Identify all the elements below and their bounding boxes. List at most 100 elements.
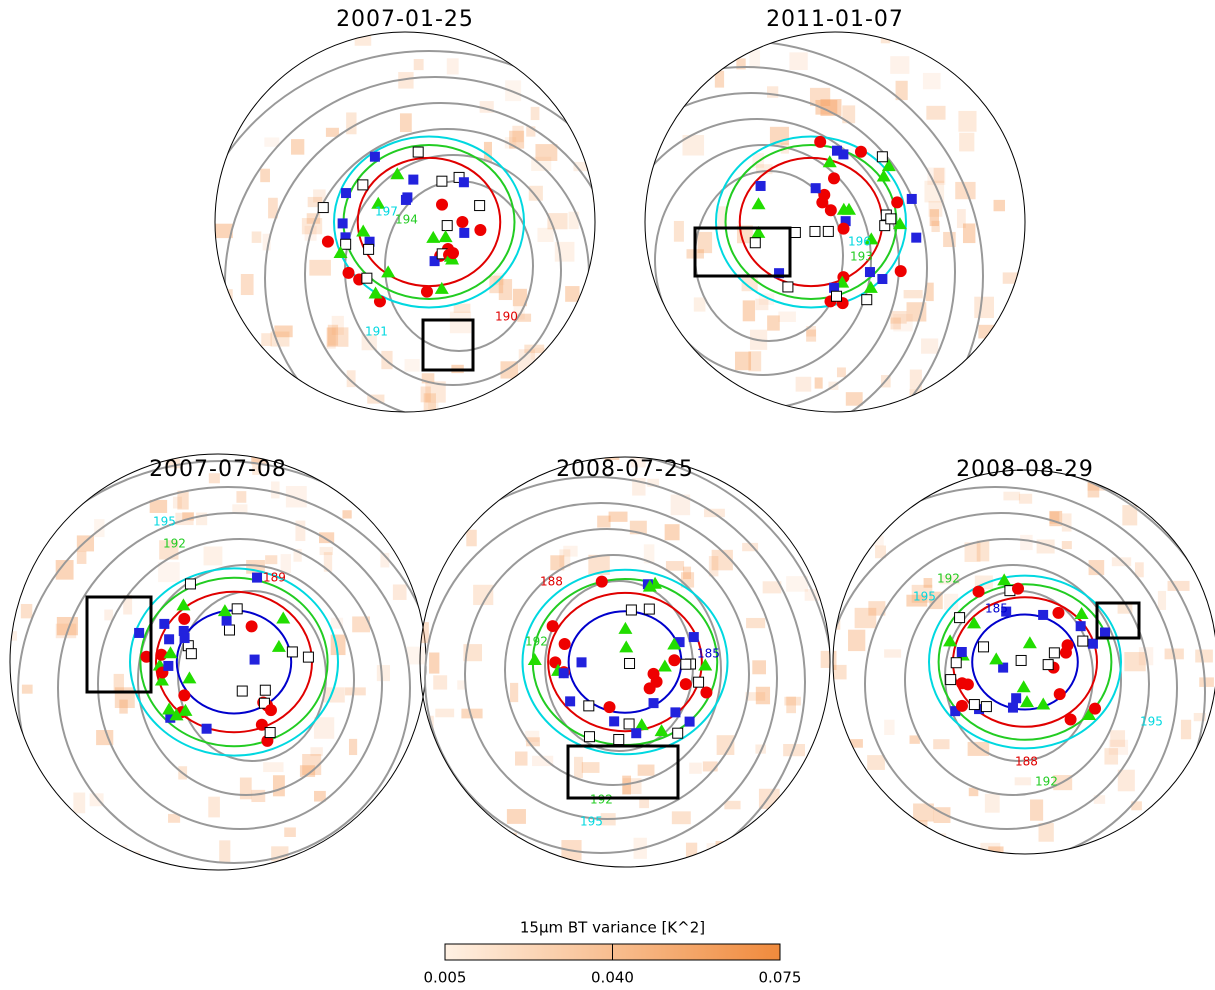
green-triangle [698,658,713,671]
blue-square [402,192,413,203]
gph-contour [864,538,1150,830]
variance-patch [637,764,655,776]
open-square [749,237,761,249]
variance-patch [1157,590,1167,610]
variance-patch [449,311,472,334]
variance-patch [260,168,270,183]
blue-square [1075,621,1086,632]
blue-square [1001,606,1012,617]
temp-contour [547,591,703,733]
variance-patch [736,58,746,70]
variance-patch [291,139,305,155]
variance-patch [786,696,797,714]
variance-patch [399,113,412,133]
blue-square [1007,702,1018,713]
variance-patch [848,629,866,652]
blue-square [1038,609,1049,620]
variance-patch [988,846,1004,854]
variance-patch [565,286,580,302]
variance-patch [748,351,762,372]
gph-contour [504,554,722,786]
variance-patch [252,455,262,475]
variance-patch [786,576,808,592]
variance-patch [708,556,719,577]
variance-patch [535,144,558,161]
green-triangle [1074,607,1089,620]
variance-patch [172,496,182,509]
open-square [879,220,891,232]
blue-square [998,662,1009,673]
green-triangle [863,280,878,293]
gph-contour [424,502,778,854]
variance-patch [509,130,525,149]
variance-patch [815,99,838,115]
green-triangle [371,196,386,209]
variance-patch [295,520,306,542]
red-circle [894,265,907,278]
variance-patch [867,755,885,770]
red-circle [643,682,656,695]
gph-contour [654,144,872,376]
green-triangle [162,702,177,715]
variance-patch [685,842,698,864]
open-square [1015,654,1027,666]
variance-patch [711,549,733,571]
variance-patch [196,512,208,526]
variance-patch [767,315,780,331]
variance-patch [841,739,863,748]
gph-contour [645,92,928,412]
green-triangle [176,598,191,611]
green-triangle [966,616,981,629]
variance-patch [517,313,532,322]
blue-square [429,256,440,267]
open-square [978,641,990,653]
open-square [185,648,197,660]
variance-patch [924,180,945,203]
variance-patch [581,762,600,773]
variance-patch [429,652,440,674]
open-square [693,676,705,688]
variance-patch [56,616,78,636]
variance-patch [265,555,278,565]
variance-patch [639,799,650,809]
variance-patch [313,189,326,203]
variance-patch [742,542,759,552]
variance-patch [280,554,292,574]
red-circle [854,145,867,158]
green-triangle [989,652,1004,665]
blue-square [340,232,351,243]
red-circle [456,216,469,229]
green-triangle [1019,695,1034,708]
blue-square [565,696,576,707]
blue-square [1011,693,1022,704]
contour-label: 192 [1035,775,1058,789]
red-circle [546,620,559,633]
variance-patch [884,649,902,658]
variance-patch [734,351,752,371]
variance-patch [671,811,691,825]
panel-title: 2007-01-25 [336,7,474,32]
blue-square [674,637,685,648]
variance-patch [526,126,536,137]
green-triangle [426,230,441,243]
variance-patch [271,481,280,499]
map-border [419,456,831,868]
variance-patch [307,196,323,208]
variance-patch [608,511,628,522]
blue-square [829,282,840,293]
gph-contour [833,486,1206,854]
variance-patch [319,546,333,556]
variance-patch [1193,712,1206,722]
variance-patch [1030,799,1044,821]
variance-patch [208,473,220,484]
open-square [809,225,821,237]
variance-patch [647,478,660,487]
contour-label: 185 [697,647,720,661]
variance-patch [906,594,928,607]
variance-patch [954,377,965,398]
red-circle [972,585,985,598]
